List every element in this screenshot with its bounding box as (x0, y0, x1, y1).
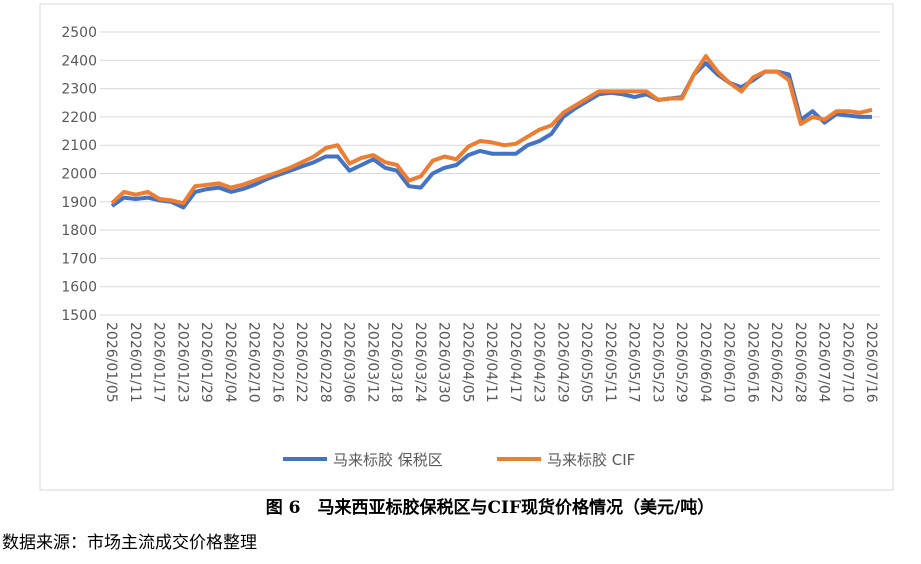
x-tick-label: 2026/06/22 (768, 322, 784, 403)
y-tick-label: 1800 (61, 223, 97, 239)
x-tick-label: 2026/03/18 (388, 322, 404, 403)
x-tick-label: 2026/04/17 (507, 322, 523, 403)
x-tick-label: 2026/02/22 (293, 322, 309, 403)
y-tick-label: 2500 (61, 25, 97, 41)
x-tick-label: 2026/05/11 (602, 322, 618, 403)
chart-frame (39, 3, 894, 491)
x-tick-label: 2026/01/23 (174, 322, 190, 403)
x-tick-label: 2026/01/11 (127, 322, 143, 403)
x-tick-label: 2026/04/23 (531, 322, 547, 403)
y-tick-label: 2000 (61, 167, 97, 183)
y-tick-label: 2300 (61, 82, 97, 98)
x-tick-label: 2026/01/17 (151, 322, 167, 403)
y-tick-label: 2400 (61, 53, 97, 69)
x-tick-label: 2026/03/06 (341, 322, 357, 403)
y-tick-label: 1600 (61, 280, 97, 296)
y-tick-label: 1500 (61, 308, 97, 324)
x-tick-label: 2026/06/10 (721, 322, 737, 403)
y-tick-label: 2100 (61, 138, 97, 154)
x-tick-label: 2026/03/30 (436, 322, 452, 403)
x-tick-label: 2026/04/11 (483, 322, 499, 403)
y-tick-label: 1700 (61, 251, 97, 267)
x-tick-label: 2026/01/29 (198, 322, 214, 403)
x-tick-label: 2026/07/10 (839, 322, 855, 403)
x-tick-label: 2026/02/16 (269, 322, 285, 403)
x-tick-label: 2026/02/28 (317, 322, 333, 403)
x-tick-label: 2026/02/04 (222, 322, 238, 403)
legend-label: 马来标胶 保税区 (333, 451, 443, 469)
x-tick-label: 2026/06/16 (744, 322, 760, 403)
x-tick-label: 2026/05/23 (649, 322, 665, 403)
y-tick-label: 1900 (61, 195, 97, 211)
x-tick-label: 2026/04/29 (554, 322, 570, 403)
series-line (110, 54, 873, 206)
x-tick-label: 2026/06/04 (697, 322, 713, 403)
source-note: 数据来源：市场主流成交价格整理 (2, 533, 257, 553)
x-tick-label: 2026/06/28 (792, 322, 808, 403)
x-tick-label: 2026/01/05 (103, 322, 119, 403)
y-tick-label: 2200 (61, 110, 97, 126)
legend-label: 马来标胶 CIF (547, 451, 635, 469)
x-tick-label: 2026/07/04 (816, 322, 832, 403)
x-tick-label: 2026/07/16 (863, 322, 879, 403)
x-tick-label: 2026/03/24 (412, 322, 428, 403)
chart-title: 图 6 马来西亚标胶保税区与CIF现货价格情况（美元/吨） (266, 497, 715, 518)
x-tick-label: 2026/05/17 (626, 322, 642, 403)
x-tick-label: 2026/04/05 (459, 322, 475, 403)
x-tick-label: 2026/05/05 (578, 322, 594, 403)
x-tick-label: 2026/05/29 (673, 322, 689, 403)
x-tick-label: 2026/03/12 (364, 322, 380, 403)
x-tick-label: 2026/02/10 (246, 322, 262, 403)
